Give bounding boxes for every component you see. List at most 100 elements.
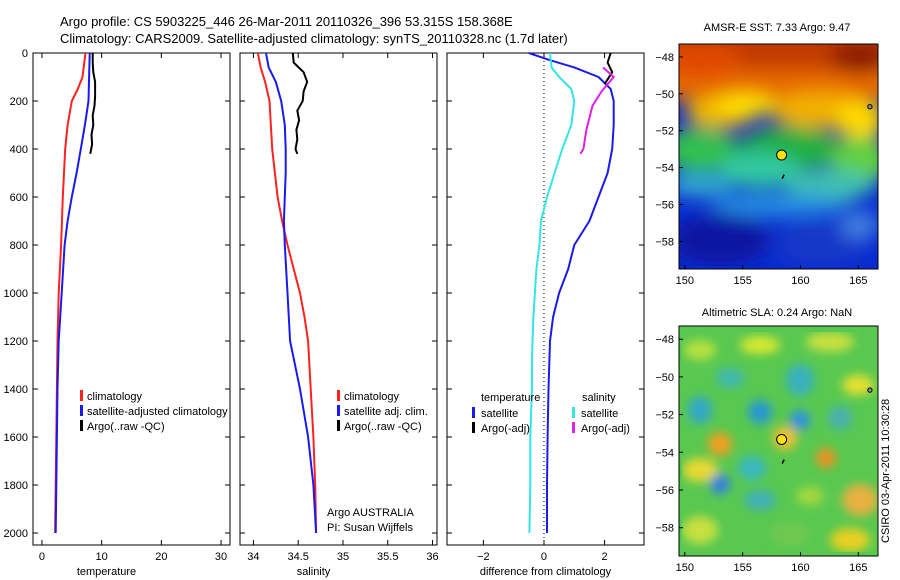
sla-map-x-tick-label: 160 <box>791 562 809 574</box>
salinity-series-0 <box>256 52 318 534</box>
sst-float-track-marker <box>781 174 785 179</box>
salinity-panel: 34 34.5 35 35.5 36 salinity climatology satelli… <box>239 52 439 578</box>
sla-map-axes: 150 155 160 165 −48 −50 −52 −54 −56 −58 <box>655 334 873 574</box>
figure-title: Argo profile: CS 5903225_446 26-Mar-2011… <box>60 14 513 29</box>
sst-map-title: AMSR-E SST: 7.33 Argo: 9.47 <box>704 22 851 34</box>
temperature-series-2 <box>89 53 97 154</box>
difference-x-tick-label: 0 <box>541 551 547 563</box>
sla-map-y-tick-label: −56 <box>655 485 674 497</box>
difference-series-3 <box>579 66 615 155</box>
difference-legend-swatch <box>572 407 575 418</box>
float-pi-label: PI: Susan Wijffels <box>327 522 413 534</box>
depth-tick-label: 800 <box>10 240 28 252</box>
salinity-legend-label: climatology <box>344 391 400 403</box>
depth-tick-label: 1000 <box>4 288 28 300</box>
salinity-axes-frame <box>239 52 438 546</box>
difference-legend-label: satellite <box>581 408 618 420</box>
sst-map-x-tick-label: 165 <box>849 275 867 287</box>
difference-panel: −2 0 2 difference from climatology temperatu… <box>446 52 645 578</box>
temperature-series-1 <box>54 52 91 534</box>
difference-series-1 <box>603 52 614 85</box>
salinity-x-tick-label: 34.5 <box>287 551 308 563</box>
sst-map-y-tick-label: −50 <box>655 89 674 101</box>
difference-legend-swatch <box>572 422 575 433</box>
salinity-legend-swatch <box>337 405 340 416</box>
sla-map-y-tick-label: −50 <box>655 372 674 384</box>
salinity-x-tick-label: 34 <box>247 551 259 563</box>
difference-legend-label: Argo(-adj) <box>581 423 630 435</box>
sla-float-track-marker <box>781 459 785 464</box>
temperature-legend-swatch <box>80 420 83 431</box>
sla-map-frame <box>678 325 879 557</box>
temperature-legend-label: climatology <box>87 391 143 403</box>
sla-map-x-tick-label: 150 <box>676 562 694 574</box>
sst-map-y-tick-label: −58 <box>655 236 674 248</box>
salinity-x-tick-label: 35 <box>337 551 349 563</box>
sla-map-title: Altimetric SLA: 0.24 Argo: NaN <box>702 307 852 319</box>
sla-float-position-marker <box>776 433 788 445</box>
salinity-legend-swatch <box>337 420 340 431</box>
float-country-label: Argo AUSTRALIA <box>327 507 414 519</box>
sst-map-y-tick-label: −54 <box>655 163 674 175</box>
sla-map-y-tick-label: −48 <box>655 334 674 346</box>
sst-map-frame <box>678 43 879 270</box>
temperature-x-tick-label: 30 <box>215 551 227 563</box>
depth-tick-label: 1800 <box>4 480 28 492</box>
difference-x-axis-label: difference from climatology <box>480 566 612 578</box>
difference-series-0 <box>528 52 615 533</box>
sst-map-x-tick-label: 150 <box>676 275 694 287</box>
sla-map-x-tick-label: 155 <box>733 562 751 574</box>
sst-map <box>679 44 878 269</box>
temperature-x-tick-label: 0 <box>39 551 45 563</box>
difference-legend-label: Argo(-adj) <box>481 423 530 435</box>
salinity-x-tick-label: 36 <box>426 551 438 563</box>
temperature-x-tick-label: 10 <box>96 551 108 563</box>
salinity-legend-label: satellite adj. clim. <box>344 406 428 418</box>
sst-float-position-marker <box>776 149 788 161</box>
csiro-timestamp: CSIRO 03-Apr-2011 10:30:28 <box>880 399 892 543</box>
salinity-series-1 <box>265 52 318 534</box>
temperature-legend-swatch <box>80 405 83 416</box>
salinity-legend-label: Argo(..raw -QC) <box>344 421 422 433</box>
legend-header-salinity: salinity <box>582 392 616 404</box>
sla-map-y-tick-label: −52 <box>655 410 674 422</box>
difference-series-2 <box>528 52 576 534</box>
legend-header-temperature: temperature <box>481 392 540 404</box>
sla-map-y-tick-label: −58 <box>655 523 674 535</box>
salinity-series-2 <box>291 52 309 155</box>
difference-legend-swatch <box>472 422 475 433</box>
depth-tick-label: 1600 <box>4 432 28 444</box>
depth-tick-label: 0 <box>22 48 28 60</box>
salinity-legend-swatch <box>337 390 340 401</box>
sla-map <box>679 326 878 556</box>
sst-map-axes: 150 155 160 165 −48 −50 −52 −54 −56 −58 <box>655 52 873 287</box>
difference-legend-swatch <box>472 407 475 418</box>
depth-tick-label: 2000 <box>4 528 28 540</box>
depth-tick-label: 1200 <box>4 336 28 348</box>
depth-tick-label: 1400 <box>4 384 28 396</box>
sla-island-marker <box>867 387 873 393</box>
difference-x-tick-label: −2 <box>477 551 490 563</box>
temperature-axes-frame <box>32 52 231 546</box>
sst-map-y-tick-label: −52 <box>655 126 674 138</box>
figure-subtitle: Climatology: CARS2009. Satellite-adjuste… <box>60 31 568 46</box>
sla-map-y-tick-label: −54 <box>655 447 674 459</box>
sst-map-x-tick-label: 155 <box>733 275 751 287</box>
salinity-x-axis-label: salinity <box>297 566 331 578</box>
depth-tick-label: 600 <box>10 192 28 204</box>
temperature-legend-swatch <box>80 390 83 401</box>
difference-legend-label: satellite <box>481 408 518 420</box>
depth-tick-label: 200 <box>10 96 28 108</box>
sst-map-x-tick-label: 160 <box>791 275 809 287</box>
sst-map-y-tick-label: −48 <box>655 52 674 64</box>
sst-island-marker <box>867 104 873 110</box>
temperature-x-tick-label: 20 <box>155 551 167 563</box>
depth-tick-label: 400 <box>10 144 28 156</box>
temperature-legend-label: satellite-adjusted climatology <box>87 406 228 418</box>
sla-map-x-tick-label: 165 <box>849 562 867 574</box>
temperature-legend-label: Argo(..raw -QC) <box>87 421 165 433</box>
difference-x-tick-label: 2 <box>602 551 608 563</box>
sst-map-y-tick-label: −56 <box>655 199 674 211</box>
salinity-x-tick-label: 35.5 <box>377 551 398 563</box>
